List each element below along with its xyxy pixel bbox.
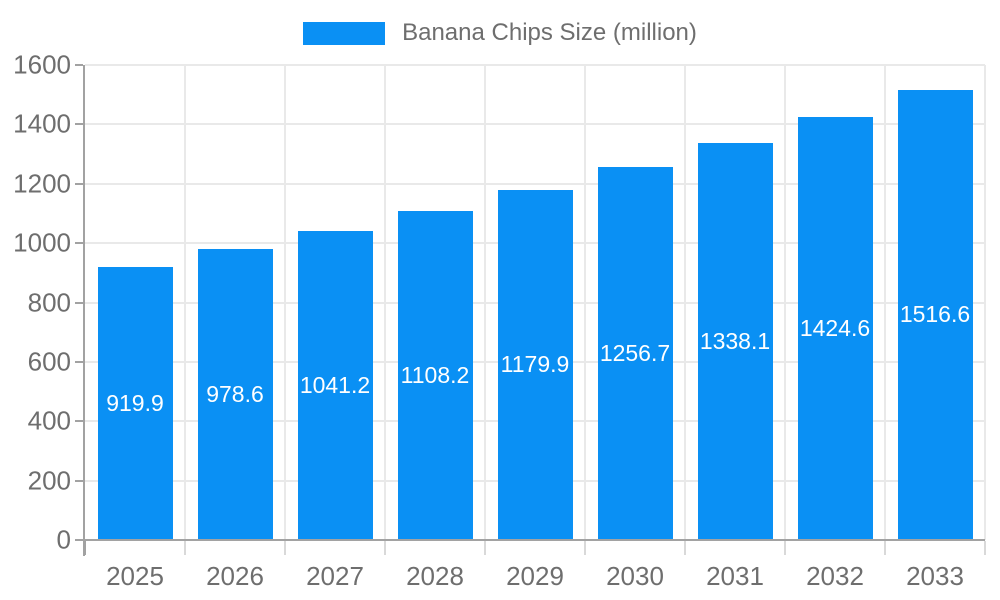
x-gridline [684,65,686,540]
bar-value-label: 919.9 [106,389,164,416]
y-axis-line [83,65,85,556]
x-tick [884,541,886,555]
x-tick-label: 2031 [706,561,764,591]
y-tick-label: 1000 [13,227,71,258]
y-gridline [85,123,985,126]
x-tick [584,541,586,555]
bar[interactable]: 1516.6 [897,89,973,540]
x-gridline [984,65,986,540]
x-tick-label: 2026 [206,561,264,591]
y-tick [75,301,83,304]
x-tick [284,541,286,555]
legend-label[interactable]: Banana Chips Size (million) [402,19,697,46]
bar-value-label: 1256.7 [599,339,671,366]
bar[interactable]: 1256.7 [597,166,673,540]
x-tick [84,541,86,555]
x-tick [184,541,186,555]
x-gridline [784,65,786,540]
y-tick-label: 0 [56,524,71,555]
x-tick [684,541,686,555]
x-gridline [384,65,386,540]
y-tick [75,182,83,185]
chart-legend: Banana Chips Size (million) [0,18,1000,48]
x-tick [984,541,986,555]
x-tick-label: 2033 [906,561,964,591]
x-tick-label: 2029 [506,561,564,591]
bar-value-label: 1516.6 [899,301,971,328]
x-gridline [184,65,186,540]
x-tick-label: 2030 [606,561,664,591]
x-gridline [284,65,286,540]
x-tick [484,541,486,555]
y-tick-label: 1200 [13,168,71,199]
bar-value-label: 1041.2 [299,371,371,398]
y-tick [75,539,83,541]
y-tick [75,123,83,126]
y-tick-label: 600 [27,346,71,377]
bar[interactable]: 1108.2 [397,211,473,540]
x-gridline [484,65,486,540]
bar[interactable]: 919.9 [97,266,173,540]
bar[interactable]: 1041.2 [297,230,373,540]
bar[interactable]: 1424.6 [797,117,873,540]
bar-value-label: 1108.2 [400,362,470,388]
x-tick-label: 2027 [306,561,364,591]
bar[interactable]: 978.6 [197,249,273,540]
y-tick-label: 800 [27,287,71,317]
x-axis-line [83,539,985,541]
x-tick-label: 2032 [806,561,864,591]
y-tick [75,420,83,423]
bar-value-label: 978.6 [206,381,264,408]
x-gridline [884,65,886,540]
y-tick-label: 200 [27,465,71,496]
y-tick [75,360,83,363]
y-tick [75,64,83,66]
y-tick-label: 1400 [13,108,71,139]
bar[interactable]: 1179.9 [497,189,573,540]
bar-value-label: 1424.6 [799,315,871,342]
bar-value-label: 1179.9 [500,351,570,378]
y-tick-label: 400 [27,405,71,436]
x-gridline [584,65,586,540]
bar[interactable]: 1338.1 [697,142,773,540]
bar-value-label: 1338.1 [699,327,771,354]
x-tick [784,541,786,555]
y-tick [75,479,83,482]
x-tick [384,541,386,555]
plot-area: 0 200 400 600 800 1000 1200 1400 1600 919.9 2025 97… [13,50,986,591]
y-tick-label: 1600 [13,49,71,80]
y-gridline [85,182,985,185]
x-tick-label: 2028 [406,561,464,591]
y-tick [75,242,83,245]
legend-swatch[interactable] [303,21,386,45]
x-tick-label: 2025 [106,561,164,591]
y-gridline [85,64,985,66]
